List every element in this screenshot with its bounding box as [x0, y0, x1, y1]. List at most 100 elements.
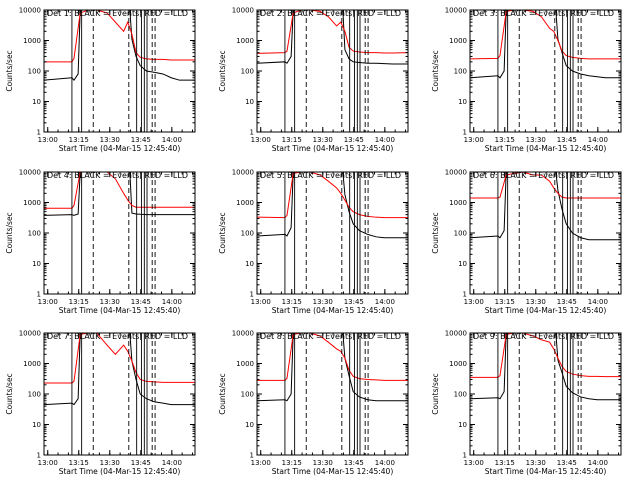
y-axis-label: Counts/sec [431, 373, 440, 414]
x-axis-label: Start Time (04-Mar-15 12:45:40) [485, 306, 607, 315]
y-tick-label: 10000 [232, 169, 254, 177]
x-tick-label: 13:00 [464, 136, 484, 144]
panel-det-4: 1 10 100 1000 10000 13:00 13:15 13:30 13:45 14:00… [5, 169, 196, 315]
panel-title: Det 4: BLACK = Events, RED = LLD [47, 171, 188, 180]
black-events-line [44, 333, 195, 406]
x-axis-label: Start Time (04-Mar-15 12:45:40) [272, 306, 394, 315]
x-tick-label: 13:15 [69, 136, 89, 144]
x-tick-label: 13:00 [38, 136, 58, 144]
y-tick-label: 10 [458, 421, 467, 429]
x-tick-label: 13:45 [131, 459, 151, 467]
x-tick-label: 13:15 [495, 298, 515, 306]
black-events-line [44, 10, 195, 82]
x-tick-label: 14:00 [588, 136, 608, 144]
y-tick-label: 10000 [445, 7, 467, 15]
x-tick-label: 13:15 [69, 459, 89, 467]
plot-frame [256, 171, 409, 295]
panel-det-3: 1 10 100 1000 10000 13:00 13:15 13:30 13:45 14:00… [431, 7, 622, 153]
y-tick-label: 10000 [19, 169, 41, 177]
panel-title: Det 1: BLACK = Events, RED = LLD [47, 9, 188, 18]
y-tick-label: 1000 [23, 199, 41, 207]
panel-det-5: 1 10 100 1000 10000 13:00 13:15 13:30 13:45 14:00… [218, 169, 409, 315]
plot-frame [43, 171, 196, 295]
red-lld-line [257, 172, 408, 219]
x-tick-label: 13:30 [313, 298, 333, 306]
red-lld-line [44, 333, 195, 384]
x-tick-label: 13:45 [131, 298, 151, 306]
y-tick-label: 1000 [449, 37, 467, 45]
plot-frame [469, 9, 622, 133]
x-tick-label: 13:30 [526, 136, 546, 144]
y-axis-label: Counts/sec [5, 50, 14, 91]
x-tick-label: 13:30 [313, 136, 333, 144]
plot-frame [469, 332, 622, 456]
panel-title: Det 8: BLACK = Events, RED = LLD [260, 332, 401, 341]
black-events-line [470, 10, 621, 79]
x-axis-label: Start Time (04-Mar-15 12:45:40) [59, 144, 181, 153]
panel-det-1: 1 10 100 1000 10000 13:00 13:15 13:30 13:45 14:00… [5, 7, 196, 153]
x-tick-label: 14:00 [588, 298, 608, 306]
y-tick-label: 100 [241, 230, 254, 238]
panel-title: Det 3: BLACK = Events, RED = LLD [473, 9, 614, 18]
panel-det-7: 1 10 100 1000 10000 13:00 13:15 13:30 13:45 14:00… [5, 330, 196, 476]
x-tick-label: 13:45 [131, 136, 151, 144]
y-tick-label: 1 [37, 452, 41, 460]
red-lld-line [44, 172, 195, 209]
x-tick-label: 13:15 [495, 459, 515, 467]
x-tick-label: 13:00 [38, 459, 58, 467]
y-tick-label: 1 [250, 291, 254, 299]
y-axis-label: Counts/sec [5, 373, 14, 414]
y-tick-label: 1 [37, 291, 41, 299]
y-tick-label: 1000 [23, 37, 41, 45]
y-axis-label: Counts/sec [218, 373, 227, 414]
black-events-line [470, 333, 621, 401]
x-tick-label: 13:45 [557, 298, 577, 306]
red-lld-line [257, 333, 408, 381]
y-tick-label: 100 [28, 230, 41, 238]
y-tick-label: 100 [28, 68, 41, 76]
panel-title: Det 7: BLACK = Events, RED = LLD [47, 332, 188, 341]
x-tick-label: 13:45 [557, 136, 577, 144]
x-tick-label: 13:45 [344, 459, 364, 467]
y-tick-label: 10000 [19, 330, 41, 338]
y-tick-label: 10000 [445, 330, 467, 338]
y-tick-label: 1 [250, 129, 254, 137]
y-tick-label: 100 [454, 230, 467, 238]
y-tick-label: 10 [32, 260, 41, 268]
y-tick-label: 1 [463, 452, 467, 460]
black-events-line [257, 333, 408, 402]
y-tick-label: 1 [463, 291, 467, 299]
panel-det-6: 1 10 100 1000 10000 13:00 13:15 13:30 13:45 14:00… [431, 169, 622, 315]
x-tick-label: 13:00 [38, 298, 58, 306]
y-axis-label: Counts/sec [218, 212, 227, 253]
x-axis-label: Start Time (04-Mar-15 12:45:40) [272, 467, 394, 476]
y-axis-label: Counts/sec [218, 50, 227, 91]
x-tick-label: 13:15 [69, 298, 89, 306]
plot-frame [256, 9, 409, 133]
x-tick-label: 13:30 [526, 298, 546, 306]
x-tick-label: 14:00 [375, 298, 395, 306]
x-tick-label: 13:15 [282, 298, 302, 306]
x-tick-label: 14:00 [162, 136, 182, 144]
x-tick-label: 13:15 [282, 459, 302, 467]
panel-det-9: 1 10 100 1000 10000 13:00 13:15 13:30 13:45 14:00… [431, 330, 622, 476]
x-tick-label: 14:00 [162, 298, 182, 306]
y-tick-label: 10 [458, 98, 467, 106]
red-lld-line [257, 10, 408, 54]
y-tick-label: 10000 [445, 169, 467, 177]
panel-title: Det 9: BLACK = Events, RED = LLD [473, 332, 614, 341]
black-events-line [470, 172, 621, 241]
y-tick-label: 10 [32, 98, 41, 106]
y-axis-label: Counts/sec [431, 50, 440, 91]
x-tick-label: 13:30 [100, 136, 120, 144]
x-tick-label: 13:15 [495, 136, 515, 144]
y-tick-label: 1 [463, 129, 467, 137]
x-tick-label: 14:00 [375, 459, 395, 467]
x-axis-label: Start Time (04-Mar-15 12:45:40) [485, 467, 607, 476]
red-lld-line [44, 10, 195, 63]
y-tick-label: 100 [454, 68, 467, 76]
x-tick-label: 13:45 [344, 298, 364, 306]
y-tick-label: 1000 [449, 360, 467, 368]
x-axis-label: Start Time (04-Mar-15 12:45:40) [59, 467, 181, 476]
